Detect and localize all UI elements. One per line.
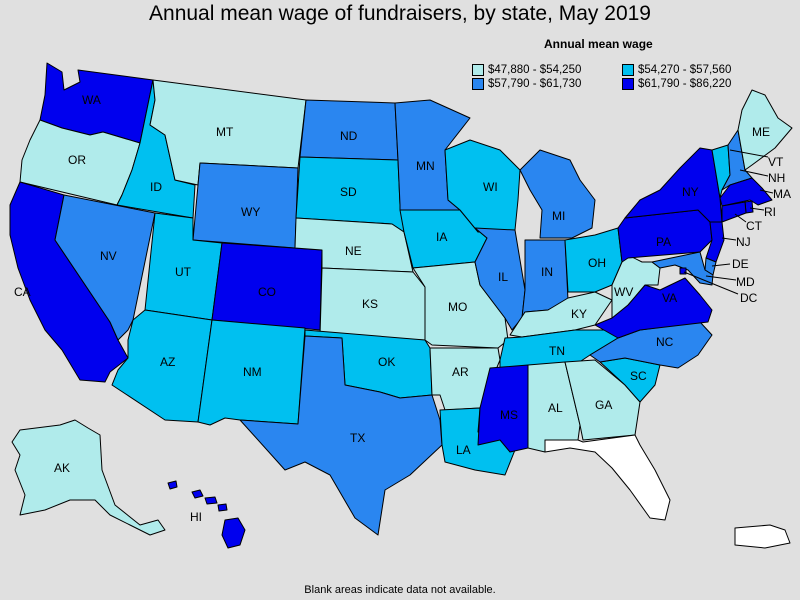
label-LA: LA [456, 443, 471, 457]
label-ID: ID [150, 180, 162, 194]
label-CT: CT [746, 219, 763, 233]
label-NE: NE [345, 244, 362, 258]
label-KY: KY [571, 307, 587, 321]
label-GA: GA [595, 398, 612, 412]
label-VT: VT [768, 155, 784, 169]
state-NY[interactable] [624, 147, 723, 223]
footnote: Blank areas indicate data not available. [304, 584, 496, 596]
state-IL[interactable] [474, 227, 526, 331]
label-TN: TN [549, 344, 565, 358]
legend-item-bin-1: $54,270 - $57,560 [622, 64, 731, 76]
legend-label-bin-3: $61,790 - $86,220 [638, 78, 732, 90]
label-AK: AK [54, 461, 70, 475]
state-MI[interactable] [519, 149, 596, 239]
state-GA[interactable] [564, 359, 641, 441]
state-TX[interactable] [239, 335, 443, 536]
state-PR[interactable] [734, 524, 791, 549]
state-MD[interactable] [651, 251, 714, 286]
legend-swatch-bin-1 [622, 64, 634, 76]
label-MD: MD [736, 275, 755, 289]
label-MT: MT [216, 125, 234, 139]
label-OH: OH [588, 256, 606, 270]
label-CA: CA [14, 285, 31, 299]
label-SD: SD [340, 185, 357, 199]
label-WA: WA [82, 93, 101, 107]
label-IL: IL [498, 270, 508, 284]
label-NM: NM [243, 365, 262, 379]
legend-item-bin-3: $61,790 - $86,220 [622, 78, 731, 90]
label-MN: MN [416, 159, 435, 173]
label-VA: VA [662, 291, 677, 305]
label-TX: TX [350, 431, 365, 445]
legend-title: Annual mean wage [544, 37, 653, 51]
label-MS: MS [500, 408, 518, 422]
label-WY: WY [241, 205, 260, 219]
state-WI[interactable] [444, 139, 521, 233]
map-title: Annual mean wage of fundraisers, by stat… [149, 2, 651, 25]
label-CO: CO [258, 285, 276, 299]
legend-label-bin-2: $57,790 - $61,730 [488, 78, 582, 90]
label-RI: RI [764, 205, 776, 219]
legend-label-bin-1: $54,270 - $57,560 [638, 64, 732, 76]
label-AL: AL [548, 401, 563, 415]
state-AK[interactable] [11, 419, 166, 536]
label-MI: MI [552, 209, 565, 223]
label-OR: OR [68, 153, 86, 167]
state-ME[interactable] [737, 89, 793, 171]
state-HI[interactable] [167, 480, 246, 549]
label-WV: WV [614, 285, 633, 299]
label-MO: MO [448, 300, 467, 314]
label-DE: DE [732, 257, 749, 271]
label-NJ: NJ [736, 235, 751, 249]
label-NV: NV [100, 249, 117, 263]
label-MA: MA [773, 187, 791, 201]
legend-swatch-bin-2 [472, 78, 484, 90]
label-DC: DC [740, 291, 758, 305]
label-NH: NH [768, 171, 785, 185]
label-ME: ME [752, 125, 770, 139]
label-PA: PA [656, 235, 671, 249]
label-NY: NY [682, 185, 699, 199]
label-WI: WI [483, 180, 498, 194]
label-ND: ND [340, 129, 358, 143]
label-UT: UT [175, 265, 192, 279]
label-AR: AR [452, 365, 469, 379]
label-AZ: AZ [160, 355, 175, 369]
legend-item-bin-0: $47,880 - $54,250 [472, 64, 581, 76]
state-FL[interactable] [544, 434, 671, 521]
label-IA: IA [436, 230, 447, 244]
state-DC[interactable] [679, 267, 687, 275]
label-OK: OK [378, 355, 395, 369]
state-NM[interactable] [197, 319, 306, 426]
state-CT[interactable] [721, 201, 747, 223]
label-IN: IN [541, 265, 553, 279]
legend-swatch-bin-3 [622, 78, 634, 90]
legend-label-bin-0: $47,880 - $54,250 [488, 64, 582, 76]
label-HI: HI [190, 510, 202, 524]
label-NC: NC [656, 335, 674, 349]
legend-swatch-bin-0 [472, 64, 484, 76]
label-KS: KS [362, 297, 378, 311]
label-SC: SC [630, 369, 647, 383]
state-NV[interactable] [54, 194, 156, 341]
legend-item-bin-2: $57,790 - $61,730 [472, 78, 581, 90]
